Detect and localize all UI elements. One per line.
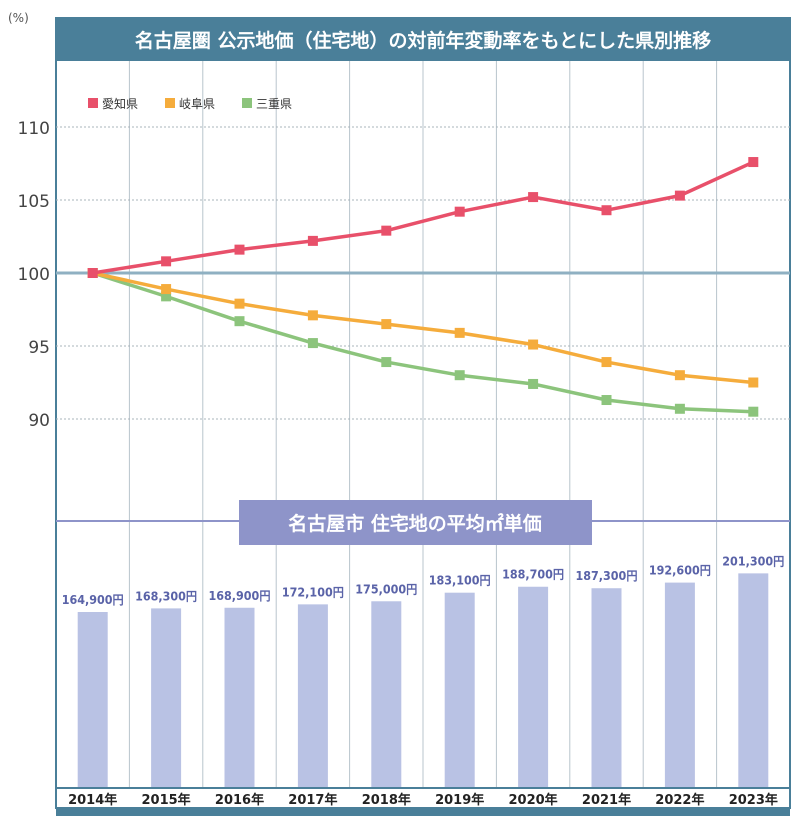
data-point bbox=[161, 291, 172, 302]
data-point bbox=[234, 316, 245, 327]
data-point bbox=[234, 298, 245, 309]
data-point bbox=[674, 370, 685, 381]
series-line bbox=[92, 271, 754, 385]
bar-chart-title: 名古屋市 住宅地の平均㎡単価 bbox=[288, 512, 542, 535]
data-point bbox=[528, 192, 539, 203]
data-point bbox=[381, 357, 392, 368]
data-point bbox=[601, 205, 612, 216]
x-tick-label: 2014年 bbox=[68, 792, 117, 808]
legend: 愛知県 岐阜県 三重県 bbox=[88, 97, 292, 111]
data-point bbox=[528, 378, 539, 389]
data-point bbox=[307, 310, 318, 321]
y-tick-label: 100 bbox=[18, 265, 50, 285]
bar-value-label: 201,300円 bbox=[722, 554, 784, 568]
legend-label: 岐阜県 bbox=[179, 97, 215, 111]
y-tick-label: 90 bbox=[28, 411, 50, 431]
bar-value-label: 192,600円 bbox=[649, 564, 711, 578]
bar bbox=[77, 612, 108, 787]
legend-swatch bbox=[242, 98, 252, 108]
x-tick-label: 2022年 bbox=[655, 792, 704, 808]
data-point bbox=[674, 190, 685, 201]
legend-label: 愛知県 bbox=[102, 97, 138, 111]
data-point bbox=[601, 395, 612, 406]
bar-value-label: 188,700円 bbox=[502, 568, 564, 582]
x-tick-label: 2019年 bbox=[435, 792, 484, 808]
bar bbox=[444, 592, 475, 787]
data-point bbox=[87, 268, 98, 278]
x-tick-label: 2018年 bbox=[362, 792, 411, 808]
bar bbox=[371, 601, 402, 787]
bar-value-label: 183,100円 bbox=[429, 574, 491, 588]
data-point bbox=[748, 157, 759, 168]
line-chart-title: 名古屋圏 公示地価（住宅地）の対前年変動率をもとにした県別推移 bbox=[135, 29, 711, 52]
y-tick-label: 105 bbox=[18, 192, 50, 212]
data-point bbox=[161, 256, 172, 267]
data-point bbox=[454, 370, 465, 381]
bottom-band bbox=[56, 808, 790, 816]
data-point bbox=[528, 339, 539, 350]
data-point bbox=[454, 327, 465, 338]
data-point bbox=[307, 235, 318, 246]
line-title-bar bbox=[56, 18, 790, 61]
legend-swatch bbox=[165, 98, 175, 108]
y-tick-label: 95 bbox=[28, 338, 50, 358]
bar-value-label: 172,100円 bbox=[282, 585, 344, 599]
data-point bbox=[674, 403, 685, 414]
bar bbox=[664, 582, 695, 787]
bar-value-label: 187,300円 bbox=[576, 569, 638, 583]
bar-value-label: 175,000円 bbox=[355, 582, 417, 596]
data-point bbox=[307, 338, 318, 349]
data-point bbox=[381, 319, 392, 330]
x-tick-label: 2021年 bbox=[582, 792, 631, 808]
x-tick-label: 2016年 bbox=[215, 792, 264, 808]
bar bbox=[151, 608, 182, 787]
data-point bbox=[234, 244, 245, 255]
data-point bbox=[601, 357, 612, 368]
bar bbox=[738, 573, 769, 787]
data-point bbox=[748, 406, 759, 417]
bar-title-box bbox=[239, 500, 592, 545]
x-tick-label: 2020年 bbox=[509, 792, 558, 808]
y-tick-label: 110 bbox=[18, 119, 50, 139]
series-line bbox=[92, 160, 755, 275]
x-tick-label: 2017年 bbox=[288, 792, 337, 808]
bar bbox=[224, 607, 255, 787]
bar-value-label: 164,900円 bbox=[62, 593, 124, 607]
x-tick-label: 2015年 bbox=[142, 792, 191, 808]
data-point bbox=[454, 206, 465, 217]
x-tick-label: 2023年 bbox=[729, 792, 778, 808]
bar-value-label: 168,300円 bbox=[135, 589, 197, 603]
bar bbox=[297, 604, 328, 787]
bar-value-label: 168,900円 bbox=[209, 589, 271, 603]
legend-label: 三重県 bbox=[256, 97, 292, 111]
data-point bbox=[748, 377, 759, 388]
y-unit-label: (%) bbox=[8, 11, 29, 25]
bar bbox=[591, 588, 622, 787]
data-point bbox=[161, 284, 172, 295]
legend-swatch bbox=[88, 98, 98, 108]
bar bbox=[518, 586, 549, 787]
series-line bbox=[92, 271, 754, 414]
data-point bbox=[381, 225, 392, 236]
